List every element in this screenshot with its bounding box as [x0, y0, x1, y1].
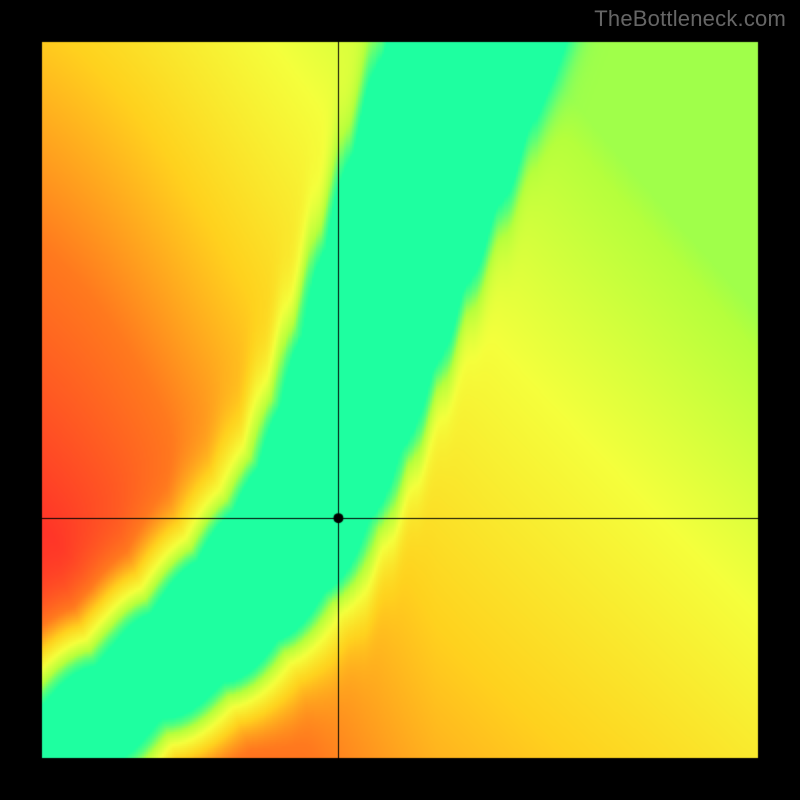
watermark-text: TheBottleneck.com	[594, 6, 786, 32]
chart-container: TheBottleneck.com	[0, 0, 800, 800]
heatmap-canvas	[0, 0, 800, 800]
